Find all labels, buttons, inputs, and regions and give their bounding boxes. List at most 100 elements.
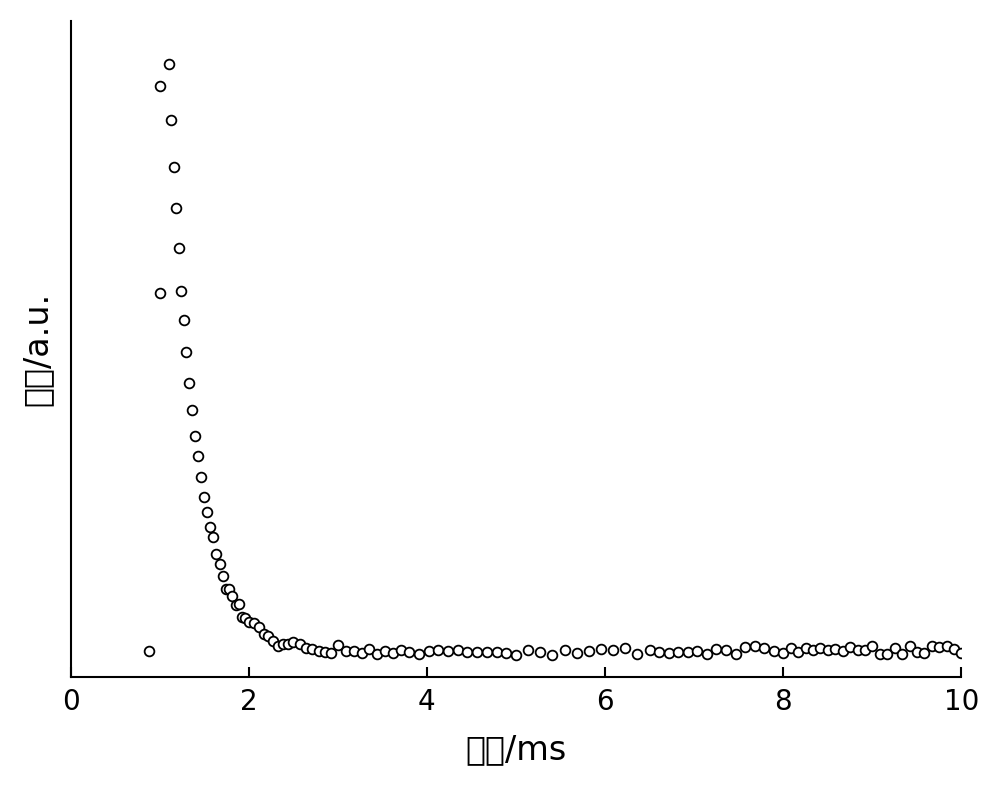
Point bbox=[161, 57, 177, 70]
Point bbox=[864, 640, 880, 652]
Point bbox=[401, 645, 417, 658]
Point bbox=[317, 646, 333, 659]
Point bbox=[228, 599, 244, 611]
Point bbox=[173, 285, 189, 297]
Point bbox=[251, 621, 267, 634]
X-axis label: 寿命/ms: 寿命/ms bbox=[465, 733, 567, 767]
Point bbox=[718, 644, 734, 656]
Point bbox=[152, 79, 168, 92]
Point bbox=[699, 647, 715, 660]
Point bbox=[798, 641, 814, 654]
Point bbox=[421, 645, 437, 657]
Point bbox=[224, 589, 240, 602]
Point bbox=[184, 404, 200, 416]
Point bbox=[737, 641, 753, 653]
Point bbox=[894, 647, 910, 660]
Point bbox=[931, 641, 947, 653]
Point bbox=[850, 645, 866, 657]
Point bbox=[651, 646, 667, 659]
Point bbox=[450, 644, 466, 656]
Point bbox=[902, 640, 918, 652]
Point bbox=[234, 611, 250, 623]
Point bbox=[430, 644, 446, 656]
Point bbox=[440, 645, 456, 657]
Point bbox=[199, 506, 215, 519]
Point bbox=[617, 641, 633, 654]
Point bbox=[642, 644, 658, 656]
Point bbox=[569, 647, 585, 660]
Point bbox=[168, 201, 184, 214]
Point bbox=[152, 286, 168, 299]
Point bbox=[783, 642, 799, 655]
Point bbox=[887, 642, 903, 655]
Point bbox=[835, 645, 851, 657]
Point bbox=[298, 642, 314, 655]
Point bbox=[208, 548, 224, 560]
Point bbox=[924, 640, 940, 652]
Point bbox=[544, 648, 560, 661]
Point bbox=[775, 647, 791, 660]
Point bbox=[166, 161, 182, 173]
Point bbox=[557, 644, 573, 656]
Point bbox=[237, 611, 253, 624]
Point bbox=[532, 645, 548, 658]
Point bbox=[946, 642, 962, 655]
Point bbox=[953, 646, 969, 659]
Point bbox=[489, 645, 505, 658]
Point bbox=[857, 644, 873, 656]
Point bbox=[916, 646, 932, 659]
Point bbox=[205, 531, 221, 544]
Point bbox=[285, 636, 301, 648]
Point bbox=[323, 647, 339, 660]
Point bbox=[661, 647, 677, 660]
Point bbox=[280, 637, 296, 650]
Point bbox=[141, 645, 157, 657]
Point bbox=[270, 640, 286, 652]
Point bbox=[680, 645, 696, 658]
Point bbox=[842, 641, 858, 653]
Point bbox=[377, 645, 393, 657]
Point bbox=[256, 627, 272, 640]
Point bbox=[670, 646, 686, 659]
Point bbox=[292, 637, 308, 650]
Point bbox=[708, 642, 724, 655]
Point bbox=[820, 644, 836, 656]
Point bbox=[215, 570, 231, 582]
Point bbox=[498, 646, 514, 659]
Point bbox=[187, 430, 203, 442]
Point bbox=[196, 490, 212, 503]
Point bbox=[689, 645, 705, 657]
Point bbox=[766, 645, 782, 657]
Point bbox=[330, 639, 346, 652]
Point bbox=[338, 645, 354, 657]
Point bbox=[593, 643, 609, 656]
Point bbox=[246, 617, 262, 630]
Point bbox=[879, 648, 895, 660]
Point bbox=[812, 642, 828, 655]
Point bbox=[469, 645, 485, 658]
Point bbox=[346, 645, 362, 657]
Point bbox=[939, 640, 955, 652]
Point bbox=[265, 635, 281, 648]
Point bbox=[275, 637, 291, 650]
Point bbox=[304, 642, 320, 655]
Point bbox=[260, 630, 276, 642]
Y-axis label: 强度/a.u.: 强度/a.u. bbox=[21, 292, 54, 406]
Point bbox=[581, 645, 597, 657]
Point bbox=[827, 643, 843, 656]
Point bbox=[178, 345, 194, 358]
Point bbox=[171, 242, 187, 255]
Point bbox=[181, 377, 197, 390]
Point bbox=[459, 646, 475, 659]
Point bbox=[218, 582, 234, 595]
Point bbox=[605, 645, 621, 657]
Point bbox=[805, 644, 821, 656]
Point bbox=[629, 648, 645, 660]
Point bbox=[212, 557, 228, 570]
Point bbox=[163, 114, 179, 127]
Point bbox=[756, 641, 772, 654]
Point bbox=[385, 646, 401, 659]
Point bbox=[190, 449, 206, 462]
Point bbox=[369, 648, 385, 660]
Point bbox=[311, 645, 327, 657]
